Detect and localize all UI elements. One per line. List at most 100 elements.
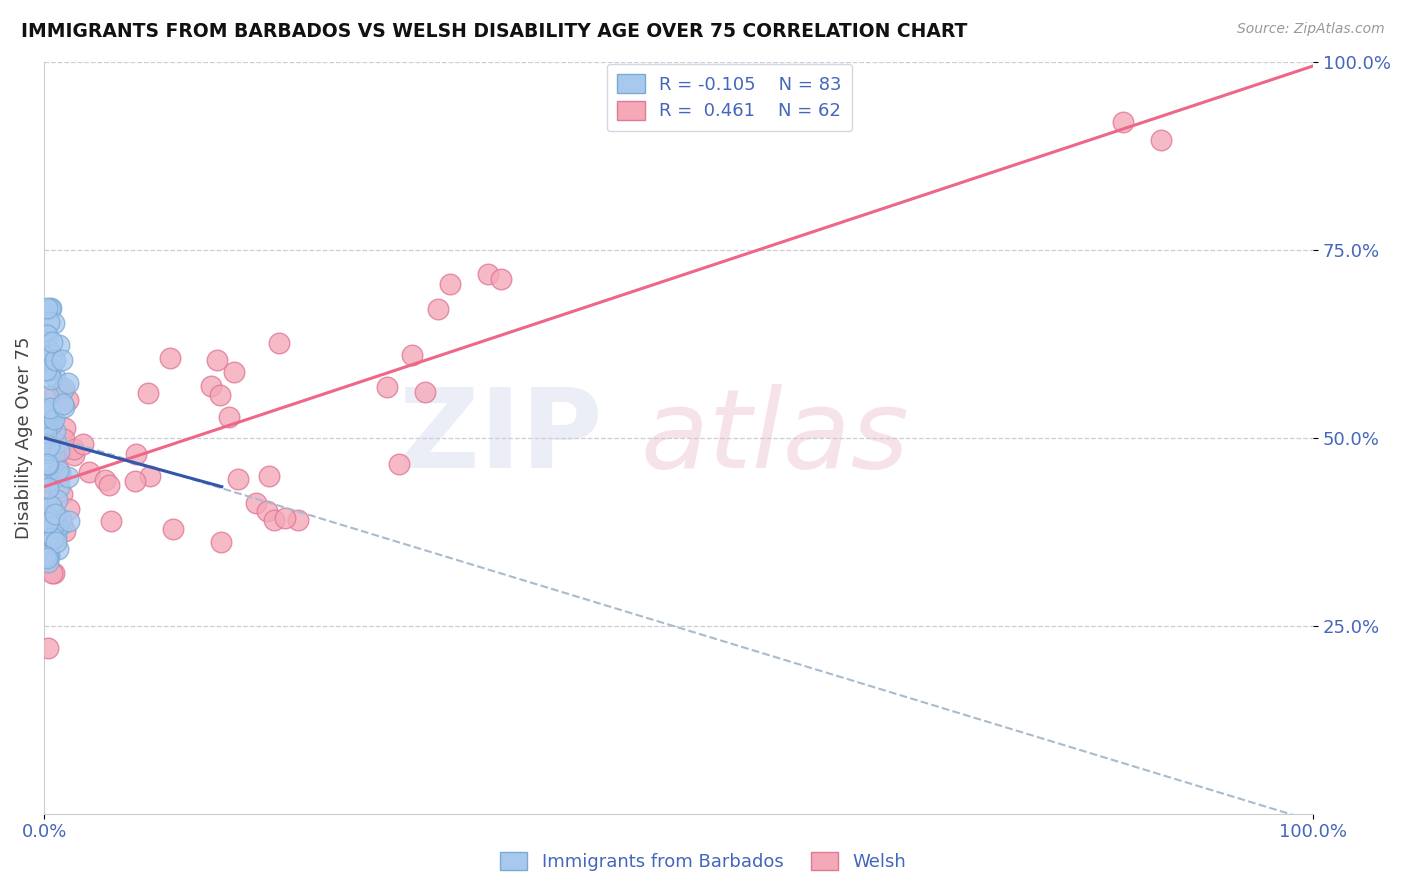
Point: [41, 301, 63, 315]
Point: [48, 338, 70, 352]
Point: [209, 535, 232, 549]
Point: [41, 416, 63, 430]
Point: [44, 369, 66, 384]
Point: [37, 473, 59, 487]
Point: [39, 511, 62, 525]
Point: [48, 444, 70, 458]
Point: [53, 432, 76, 446]
Point: [38, 403, 60, 417]
Point: [63, 448, 86, 462]
Point: [287, 514, 309, 528]
Point: [1150, 133, 1173, 147]
Point: [38, 315, 60, 329]
Point: [41, 566, 63, 581]
Point: [44, 424, 66, 438]
Point: [136, 385, 159, 400]
Point: [222, 365, 245, 379]
Point: [46, 462, 69, 476]
Point: [245, 496, 267, 510]
Point: [44, 387, 66, 401]
Point: [42, 531, 65, 545]
Legend: R = -0.105    N = 83, R =  0.461    N = 62: R = -0.105 N = 83, R = 0.461 N = 62: [606, 63, 852, 131]
Point: [42, 353, 65, 368]
Point: [100, 514, 122, 528]
Point: [53, 400, 76, 414]
Point: [124, 474, 146, 488]
Point: [41, 442, 63, 457]
Point: [34, 428, 56, 442]
Point: [46, 541, 69, 556]
Point: [41, 409, 63, 424]
Point: [38, 549, 60, 563]
Point: [34, 411, 56, 425]
Point: [38, 541, 60, 555]
Point: [58, 376, 80, 391]
Point: [42, 469, 65, 483]
Point: [269, 335, 291, 350]
Point: [48, 442, 70, 457]
Point: [44, 507, 66, 521]
Point: [207, 353, 229, 368]
Point: [162, 522, 184, 536]
Point: [477, 267, 499, 281]
Point: [38, 536, 60, 550]
Point: [39, 499, 62, 513]
Point: [34, 410, 56, 425]
Point: [45, 535, 67, 549]
Point: [51, 353, 73, 368]
Point: [49, 469, 72, 483]
Point: [41, 335, 63, 350]
Point: [42, 566, 65, 580]
Point: [44, 412, 66, 426]
Point: [38, 401, 60, 416]
Point: [263, 513, 285, 527]
Point: [38, 538, 60, 552]
Point: [426, 301, 449, 316]
Point: [62, 442, 84, 457]
Point: [45, 467, 67, 481]
Point: [37, 550, 59, 565]
Point: [34, 326, 56, 340]
Point: [41, 519, 63, 533]
Point: [44, 530, 66, 544]
Point: [46, 520, 69, 534]
Point: [401, 348, 423, 362]
Point: [159, 351, 181, 365]
Point: [38, 408, 60, 422]
Point: [413, 385, 436, 400]
Point: [55, 524, 77, 538]
Point: [35, 404, 58, 418]
Point: [37, 515, 59, 529]
Point: [72, 437, 94, 451]
Point: [200, 379, 222, 393]
Point: [35, 493, 58, 508]
Y-axis label: Disability Age Over 75: Disability Age Over 75: [15, 336, 32, 539]
Point: [375, 380, 398, 394]
Point: [35, 362, 58, 376]
Point: [226, 473, 249, 487]
Point: [274, 511, 297, 525]
Legend: Immigrants from Barbados, Welsh: Immigrants from Barbados, Welsh: [494, 845, 912, 879]
Point: [39, 527, 62, 541]
Point: [37, 555, 59, 569]
Point: [53, 382, 76, 396]
Point: [34, 351, 56, 365]
Point: [49, 511, 72, 525]
Point: [39, 401, 62, 415]
Point: [38, 405, 60, 419]
Point: [44, 352, 66, 367]
Point: [257, 468, 280, 483]
Point: [37, 301, 59, 316]
Point: [37, 641, 59, 656]
Text: IMMIGRANTS FROM BARBADOS VS WELSH DISABILITY AGE OVER 75 CORRELATION CHART: IMMIGRANTS FROM BARBADOS VS WELSH DISABI…: [21, 22, 967, 41]
Point: [42, 316, 65, 330]
Point: [35, 508, 58, 522]
Point: [37, 389, 59, 403]
Point: [35, 418, 58, 433]
Point: [38, 363, 60, 377]
Point: [34, 407, 56, 421]
Point: [35, 425, 58, 440]
Point: [39, 348, 62, 362]
Point: [52, 383, 75, 397]
Point: [256, 504, 278, 518]
